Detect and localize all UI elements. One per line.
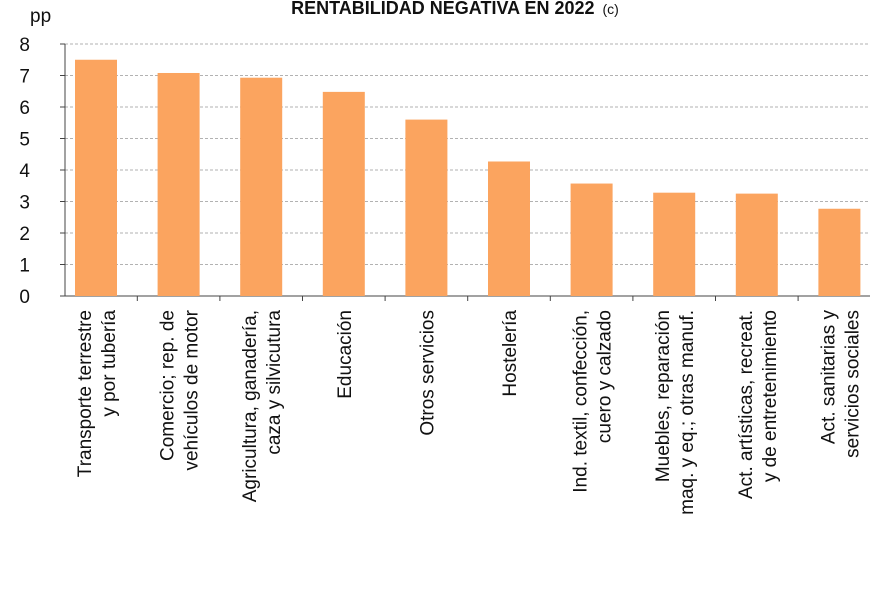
x-tick-label: Act. sanitarias y	[818, 310, 839, 445]
x-tick-label: Otros servicios	[417, 310, 438, 436]
title-note: (c)	[603, 1, 619, 17]
x-tick-label: maq. y eq.; otras manuf.	[677, 310, 698, 515]
bar	[735, 193, 778, 296]
chart-title: RENTABILIDAD NEGATIVA EN 2022	[291, 0, 594, 18]
x-tick-label: caza y silvicutura	[264, 310, 285, 455]
x-tick-label: Transporte terrestre	[75, 310, 96, 477]
y-tick-label: 2	[19, 224, 30, 245]
y-tick-label: 1	[19, 256, 30, 277]
y-tick-label: 4	[19, 161, 30, 182]
x-tick-label: Comercio; rep. de	[158, 310, 179, 461]
y-tick-label: 3	[19, 193, 30, 214]
x-tick-label: Act. artísticas, recreat.	[736, 310, 757, 499]
bar	[157, 72, 200, 296]
x-tick-label: Hostelería	[500, 310, 521, 397]
bar	[818, 208, 861, 296]
x-tick-label: Ind. textil, confección,	[571, 310, 592, 493]
x-tick-label: Muebles, reparación	[653, 310, 674, 482]
y-tick-label: 7	[19, 67, 30, 88]
bar	[322, 91, 365, 296]
y-tick-label: 0	[19, 287, 30, 308]
x-tick-label: cuero y calzado	[595, 310, 616, 443]
x-tick-label: y de entretenimiento	[760, 310, 781, 482]
y-tick-label: 8	[19, 35, 30, 56]
y-tick-label: 6	[19, 98, 30, 119]
x-tick-label: y por tubería	[99, 310, 120, 417]
chart-title-group: RENTABILIDAD NEGATIVA EN 2022 (c)	[291, 0, 619, 18]
y-tick-label: 5	[19, 130, 30, 151]
bar	[75, 59, 117, 296]
bar	[405, 119, 448, 296]
x-tick-label: vehículos de motor	[182, 309, 203, 470]
x-tick-label: Agricultura, ganadería,	[240, 310, 261, 502]
x-tick-label: servicios sociales	[842, 310, 863, 458]
bar	[240, 77, 283, 296]
bar	[653, 192, 696, 296]
x-tick-label: Educación	[335, 310, 356, 399]
bar	[570, 183, 613, 296]
y-axis-label: pp	[30, 6, 51, 27]
bar	[488, 161, 530, 296]
